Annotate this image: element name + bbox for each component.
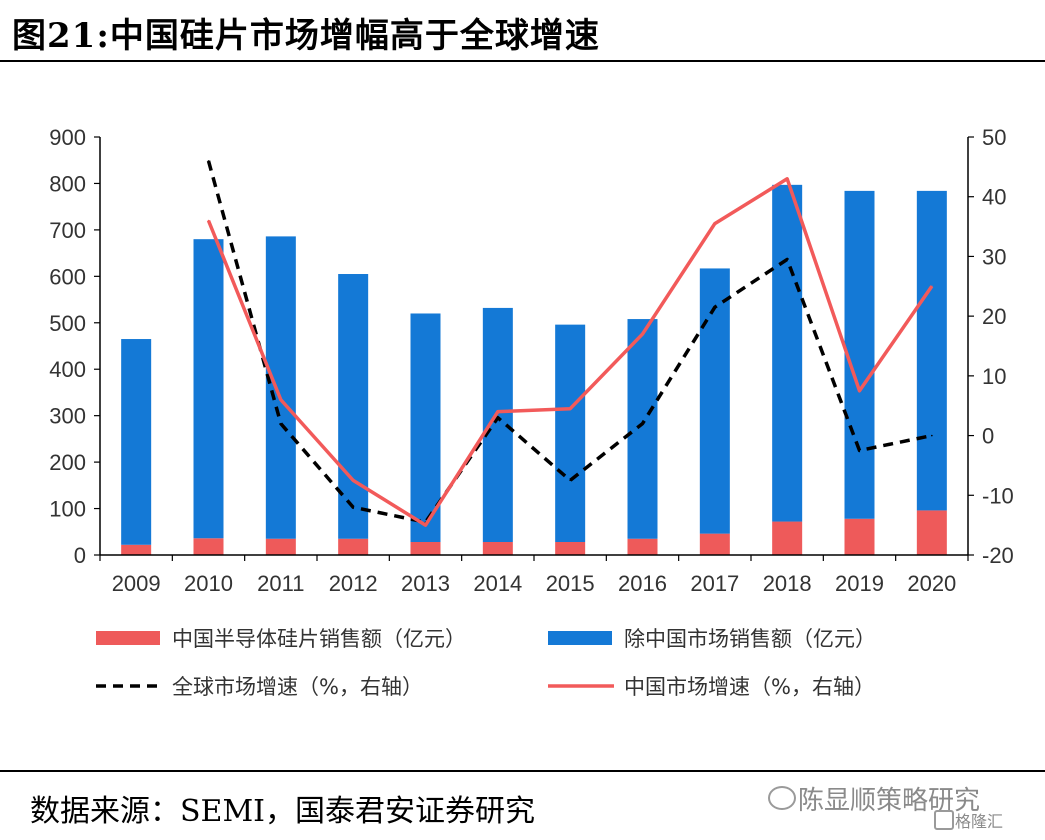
x-tick-label: 2014 <box>473 571 522 596</box>
legend-swatch <box>96 631 160 645</box>
china-sales-bar <box>844 518 875 555</box>
y-right-tick-label: -10 <box>982 483 1014 508</box>
x-tick-label: 2018 <box>763 571 812 596</box>
global-growth-point <box>280 422 282 425</box>
y-left-tick-label: 400 <box>49 357 86 382</box>
x-tick-label: 2011 <box>257 571 304 596</box>
y-left-tick-label: 500 <box>49 311 86 336</box>
y-left-tick-label: 700 <box>49 218 86 243</box>
global-growth-point <box>641 422 644 425</box>
china-growth-point <box>352 479 354 482</box>
legend-label: 除中国市场销售额（亿元） <box>624 627 876 651</box>
source-note: 数据来源：SEMI，国泰君安证券研究 <box>30 794 536 829</box>
y-right-tick-label: 20 <box>982 304 1006 329</box>
x-tick-label: 2016 <box>618 571 667 596</box>
global-growth-point <box>497 416 499 419</box>
global-growth-point <box>207 160 210 162</box>
china-growth-point <box>207 219 210 222</box>
china-sales-bar <box>627 538 658 555</box>
china-sales-bar <box>916 510 947 555</box>
global-growth-line <box>206 160 933 524</box>
china-growth-point <box>931 285 933 288</box>
y-left-tick-label: 800 <box>49 171 86 196</box>
wechat-icon <box>768 786 796 810</box>
rest-of-world-bar <box>193 239 224 539</box>
china-growth-point <box>714 222 716 225</box>
legend-label: 中国半导体硅片销售额（亿元） <box>172 627 466 651</box>
gelonghui-logo-icon <box>934 810 954 830</box>
china-sales-bar <box>121 544 152 555</box>
figure-title: 图21:中国硅片市场增幅高于全球增速 <box>12 16 600 56</box>
global-growth-point <box>786 258 788 261</box>
rest-of-world-bar <box>338 274 369 539</box>
china-sales-bar <box>555 541 586 555</box>
rest-of-world-bar <box>410 313 441 542</box>
china-growth-point <box>858 389 861 392</box>
y-left-tick-label: 100 <box>49 497 86 522</box>
y-right-tick-label: 40 <box>982 185 1006 210</box>
china-growth-point <box>497 410 499 413</box>
china-growth-point <box>280 398 282 401</box>
rest-of-world-bar <box>121 339 152 545</box>
y-right-tick-label: 50 <box>982 125 1006 150</box>
x-tick-label: 2010 <box>184 571 233 596</box>
rest-of-world-bar <box>699 268 730 534</box>
china-growth-point <box>424 524 427 526</box>
watermark-subtext: 格隆汇 <box>955 812 1004 831</box>
legend-label: 中国市场增速（%，右轴） <box>624 675 875 699</box>
x-tick-label: 2013 <box>401 571 450 596</box>
china-sales-bar <box>338 538 369 555</box>
y-right-tick-label: -20 <box>982 543 1014 568</box>
y-right-tick-label: 30 <box>982 244 1006 269</box>
china-sales-bar <box>699 533 730 555</box>
rest-of-world-bar <box>772 184 803 522</box>
x-tick-label: 2017 <box>690 571 739 596</box>
china-sales-bar <box>265 538 296 555</box>
china-sales-bar <box>193 538 224 555</box>
y-left-tick-label: 0 <box>74 543 86 568</box>
y-left-tick-label: 600 <box>49 264 86 289</box>
china-growth-point <box>786 178 788 180</box>
chart: 0 100 200 300 400 500 600 700 800 900 -20 -10 0 10 20 3… <box>49 125 1014 699</box>
x-tick-label: 2009 <box>112 571 161 596</box>
china-sales-bar <box>772 521 803 555</box>
top-divider <box>0 60 1045 62</box>
bottom-divider <box>0 770 1045 772</box>
rest-of-world-bar <box>627 319 658 539</box>
global-growth-point <box>569 479 571 482</box>
china-sales-bar <box>482 541 513 555</box>
rest-of-world-bar <box>844 190 875 519</box>
y-right-tick-label: 0 <box>982 424 994 449</box>
y-right-tick-label: 10 <box>982 364 1006 389</box>
y-left-tick-label: 300 <box>49 404 86 429</box>
y-left-tick-label: 900 <box>49 125 86 150</box>
china-growth-point <box>641 333 644 335</box>
x-tick-label: 2019 <box>835 571 884 596</box>
x-tick-label: 2012 <box>329 571 378 596</box>
legend-label: 全球市场增速（%，右轴） <box>172 675 423 699</box>
global-growth-point <box>931 434 933 437</box>
y-left-tick-label: 200 <box>49 450 86 475</box>
x-tick-label: 2015 <box>546 571 595 596</box>
legend-swatch <box>548 631 612 645</box>
global-growth-point <box>858 449 861 452</box>
global-growth-point <box>714 306 716 308</box>
rest-of-world-bar <box>265 236 296 539</box>
china-sales-bar <box>410 541 441 555</box>
china-growth-point <box>569 407 571 410</box>
rest-of-world-bar <box>555 324 586 542</box>
rest-of-world-bar <box>916 190 947 511</box>
x-tick-label: 2020 <box>907 571 956 596</box>
global-growth-point <box>352 506 354 509</box>
